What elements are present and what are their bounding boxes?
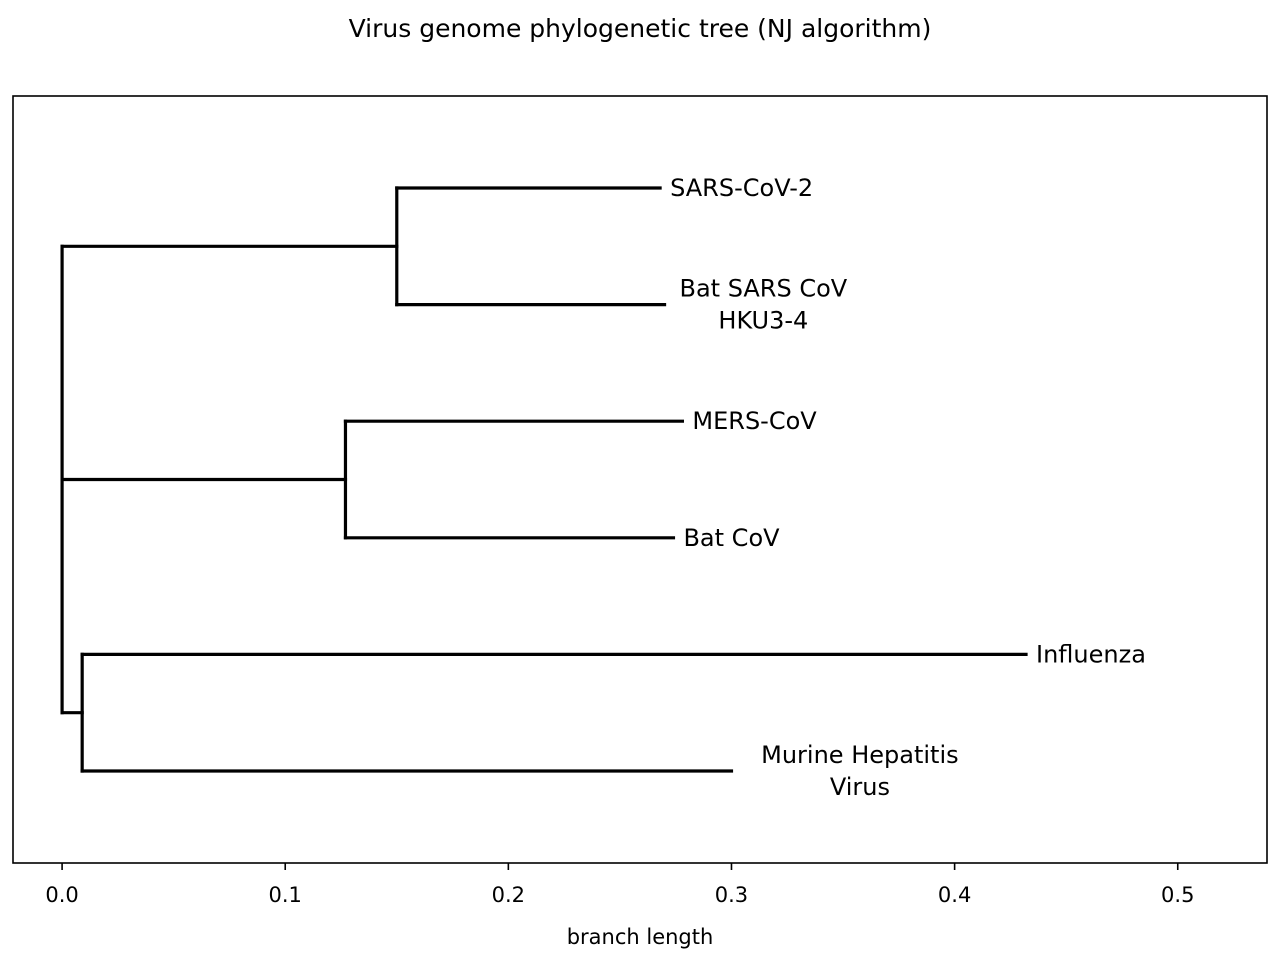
leaf-label: Bat SARS CoV HKU3-4 bbox=[679, 275, 847, 335]
tree-branches bbox=[60, 186, 1028, 773]
leaf-label: MERS-CoV bbox=[692, 407, 817, 435]
x-tick-label: 0.3 bbox=[715, 883, 748, 907]
x-tick-label: 0.2 bbox=[492, 883, 525, 907]
leaf-labels: SARS-CoV-2 Bat SARS CoV HKU3-4 MERS-CoV Bat … bbox=[670, 174, 1146, 801]
x-tick-label: 0.1 bbox=[269, 883, 302, 907]
leaf-label: Bat CoV bbox=[683, 524, 780, 552]
x-axis: 0.0 0.1 0.2 0.3 0.4 0.5 bbox=[45, 863, 1194, 907]
x-axis-label: branch length bbox=[567, 925, 714, 949]
x-tick-label: 0.5 bbox=[1161, 883, 1194, 907]
plot-frame bbox=[12, 95, 1268, 864]
leaf-label: SARS-CoV-2 bbox=[670, 174, 813, 202]
chart-title: Virus genome phylogenetic tree (NJ algor… bbox=[348, 14, 932, 43]
x-tick-label: 0.4 bbox=[938, 883, 971, 907]
leaf-label: Influenza bbox=[1036, 640, 1146, 668]
x-tick-label: 0.0 bbox=[45, 883, 78, 907]
leaf-label: Murine Hepatitis Virus bbox=[761, 741, 958, 801]
